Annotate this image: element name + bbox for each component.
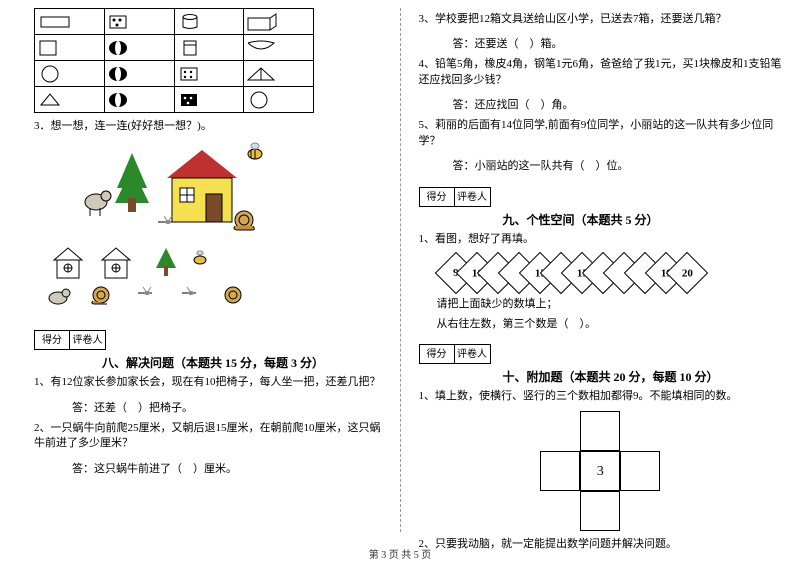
q8-5: 5、莉丽的后面有14位同学,前面有9位同学，小丽站的这一队共有多少位同学？ bbox=[419, 118, 789, 149]
section-8-title: 八、解决问题（本题共 15 分，每题 3 分） bbox=[102, 354, 388, 371]
q8-1: 1、有12位家长参加家长会，现在有10把椅子，每人坐一把，还差几把？ bbox=[34, 375, 388, 390]
q10-1: 1、填上数，使横行、竖行的三个数相加都得9。不能填相同的数。 bbox=[419, 389, 789, 404]
shape-matching-table bbox=[34, 8, 314, 113]
scorebox-8: 得分 评卷人 bbox=[34, 330, 106, 350]
scorebox-10: 得分 评卷人 bbox=[419, 344, 491, 364]
cross-puzzle: 3 bbox=[540, 411, 660, 531]
a8-3: 答：还要送（ ）箱。 bbox=[453, 35, 789, 51]
column-divider bbox=[400, 8, 401, 532]
scorebox-9: 得分 评卷人 bbox=[419, 187, 491, 207]
q8-4: 4、铅笔5角，橡皮4角，钢笔1元6角，爸爸给了我1元，买1块橡皮和1支铅笔还应找… bbox=[419, 57, 789, 88]
q9-1b: 请把上面缺少的数填上； bbox=[437, 297, 789, 312]
score-label: 得分 bbox=[34, 330, 70, 350]
a8-4: 答：还应找回（ ）角。 bbox=[453, 96, 789, 112]
diamond-number-strip: 9 10 13 15 19 20 bbox=[441, 255, 789, 291]
q3-text: 3．想一想，连一连(好好想一想？)。 bbox=[34, 119, 388, 134]
q8-3: 3、学校要把12箱文具送给山区小学，已送去7箱，还要送几箱？ bbox=[419, 12, 789, 27]
picture-matching-area bbox=[42, 138, 302, 318]
page-footer: 第 3 页 共 5 页 bbox=[0, 546, 800, 561]
a8-1: 答：还差（ ）把椅子。 bbox=[72, 399, 388, 415]
section-10-title: 十、附加题（本题共 20 分，每题 10 分） bbox=[503, 368, 789, 385]
a8-5: 答：小丽站的这一队共有（ ）位。 bbox=[453, 157, 789, 173]
q9-1c: 从右往左数，第三个数是（ ）。 bbox=[437, 317, 789, 332]
a8-2: 答：这只蜗牛前进了（ ）厘米。 bbox=[72, 460, 388, 476]
cross-center: 3 bbox=[580, 451, 620, 491]
q8-2: 2、一只蜗牛向前爬25厘米，又朝后退15厘米，在朝前爬10厘米，这只蜗牛前进了多… bbox=[34, 421, 388, 452]
q9-1: 1、看图，想好了再填。 bbox=[419, 232, 789, 247]
grader-label: 评卷人 bbox=[70, 330, 106, 350]
section-9-title: 九、个性空间（本题共 5 分） bbox=[503, 211, 789, 228]
